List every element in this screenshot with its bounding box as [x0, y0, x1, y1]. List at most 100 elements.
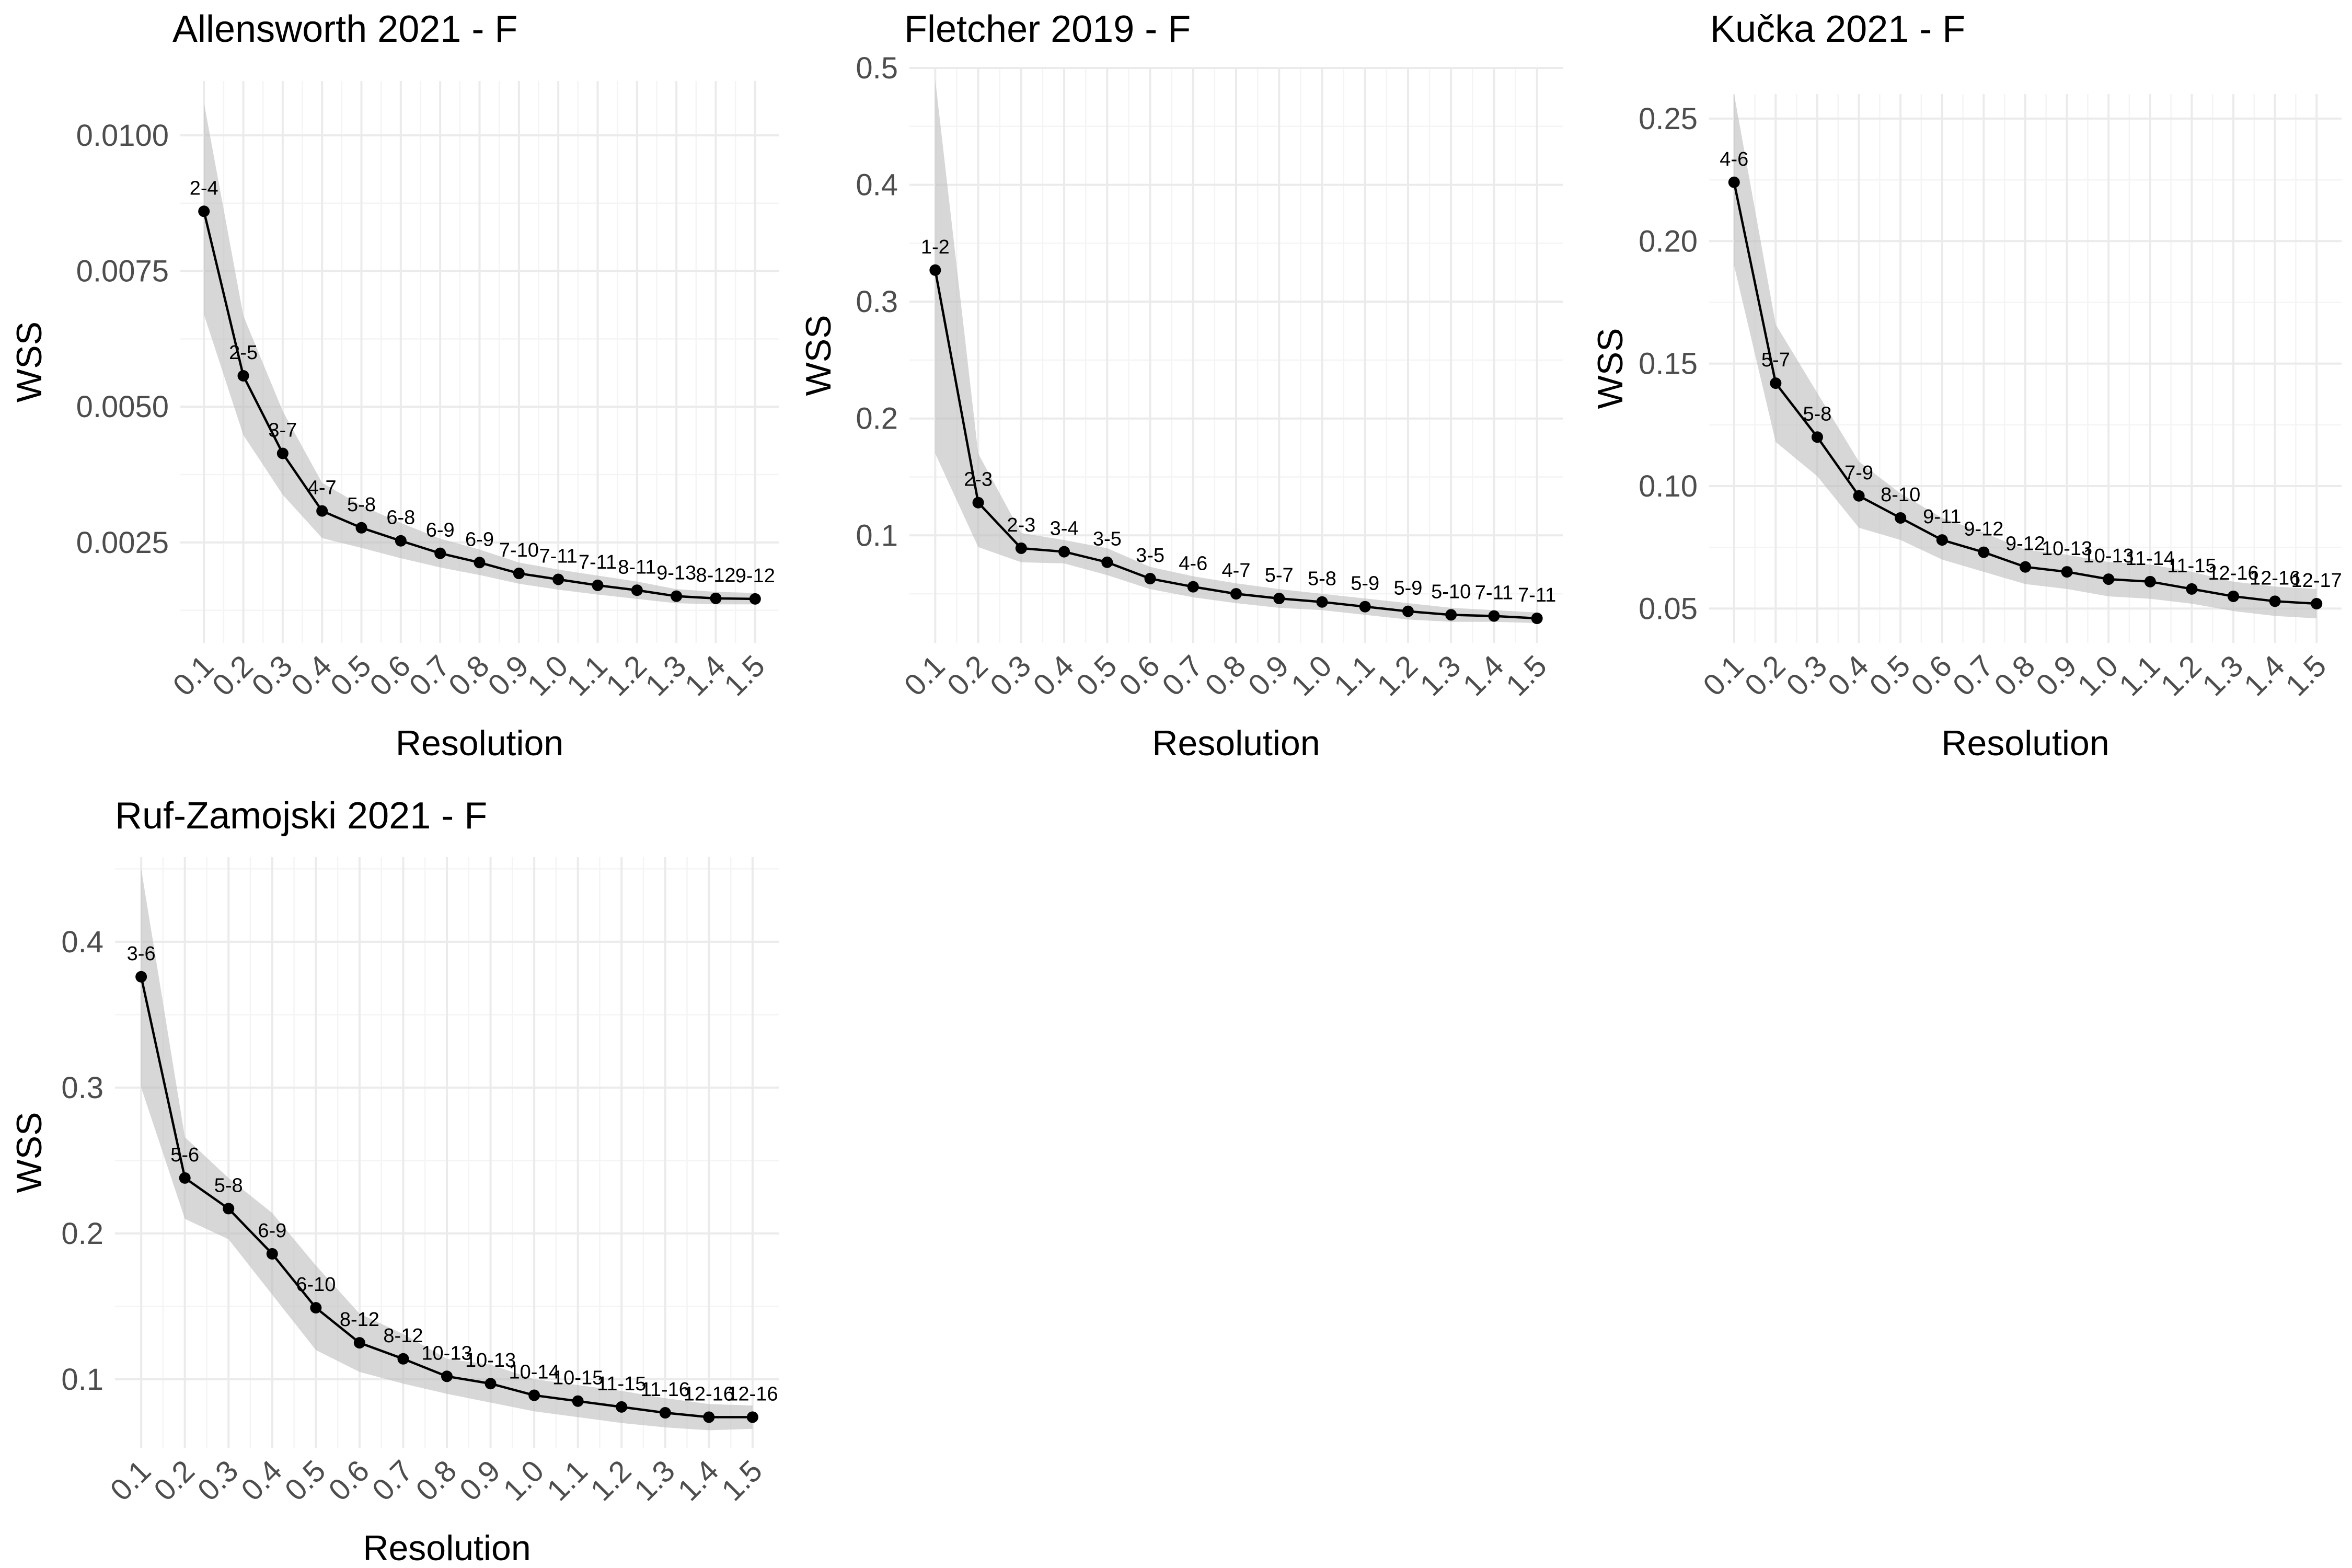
ribbon-band	[1734, 94, 2317, 619]
point-label: 3-7	[268, 420, 297, 442]
point-label: 7-11	[1518, 584, 1556, 606]
data-point	[441, 1370, 453, 1382]
y-tick-label: 0.0050	[76, 390, 169, 424]
x-tick-label: 0.2	[147, 1454, 201, 1507]
data-point	[1058, 546, 1070, 558]
point-label: 11-15	[597, 1373, 646, 1395]
data-point	[2311, 598, 2323, 609]
point-label: 12-16	[2208, 562, 2258, 584]
data-point	[223, 1203, 235, 1215]
x-tick-label: 0.1	[103, 1454, 157, 1507]
data-point	[1936, 534, 1948, 546]
y-tick-label: 0.4	[856, 168, 898, 202]
point-label: 4-7	[1222, 560, 1251, 582]
point-label: 10-14	[509, 1362, 560, 1383]
data-point	[749, 593, 761, 605]
y-tick-label: 0.15	[1639, 347, 1698, 381]
y-tick-label: 0.1	[61, 1363, 103, 1397]
point-label: 6-8	[386, 507, 415, 529]
data-point	[316, 505, 328, 517]
point-label: 11-14	[2126, 548, 2175, 570]
data-point	[310, 1302, 322, 1314]
point-label: 10-13	[421, 1342, 472, 1364]
x-axis-title: Resolution	[396, 723, 563, 763]
point-label: 5-7	[1265, 564, 1294, 586]
y-axis-title: WSS	[9, 321, 49, 402]
point-label: 11-16	[641, 1379, 690, 1401]
data-point	[237, 370, 249, 382]
point-label: 10-13	[465, 1350, 516, 1371]
point-label: 4-7	[308, 477, 337, 499]
x-tick-label: 1.3	[628, 1454, 682, 1507]
x-tick-label: 0.9	[453, 1454, 507, 1507]
data-point	[746, 1411, 758, 1423]
x-axis-title: Resolution	[1152, 723, 1320, 763]
y-axis-title: WSS	[799, 315, 838, 396]
point-label: 9-11	[1923, 506, 1961, 528]
point-label: 5-9	[1351, 573, 1379, 595]
x-tick-label: 1.1	[540, 1454, 594, 1507]
point-label: 7-10	[499, 539, 539, 561]
point-label: 7-9	[1844, 462, 1873, 484]
y-tick-label: 0.5	[856, 51, 898, 85]
point-label: 3-4	[1050, 518, 1079, 540]
data-point	[528, 1389, 540, 1401]
point-label: 1-2	[921, 236, 950, 258]
point-label: 2-4	[190, 177, 218, 199]
data-point	[434, 547, 446, 559]
panel-1: 2-42-53-74-75-86-86-9 6-9 7-10 7-11 7-11 8-11…	[9, 8, 779, 763]
point-label: 5-9	[1393, 578, 1422, 599]
data-point	[1811, 431, 1823, 443]
y-tick-label: 0.3	[856, 285, 898, 319]
data-point	[2269, 595, 2281, 607]
point-label: 8-12	[340, 1309, 379, 1331]
point-label: 11-15	[2167, 555, 2216, 577]
y-tick-label: 0.0025	[76, 526, 169, 560]
y-tick-label: 0.25	[1639, 102, 1698, 136]
point-label: 6-10	[296, 1274, 336, 1296]
point-label: 9-13	[656, 562, 696, 584]
data-point	[1488, 610, 1500, 622]
y-tick-label: 0.0075	[76, 255, 169, 289]
panel-title: Fletcher 2019 - F	[904, 8, 1191, 50]
data-point	[659, 1407, 671, 1419]
x-tick-label: 0.6	[322, 1454, 376, 1507]
point-label: 3-5	[1093, 528, 1122, 550]
data-point	[1445, 609, 1457, 621]
panel-title: Ruf-Zamojski 2021 - F	[115, 795, 487, 837]
point-label: 12-17	[2291, 570, 2342, 592]
y-tick-label: 0.05	[1639, 592, 1698, 626]
point-label: 10-13	[2083, 545, 2134, 567]
data-point	[710, 592, 722, 604]
x-axis-title: Resolution	[1941, 723, 2109, 763]
data-point	[179, 1172, 191, 1184]
data-point	[198, 205, 210, 217]
y-tick-label: 0.20	[1639, 224, 1698, 258]
x-tick-label: 1.5	[718, 649, 771, 702]
point-label: 5-8	[1803, 403, 1832, 425]
point-label: 12-16	[684, 1383, 734, 1405]
data-point	[1770, 377, 1782, 389]
data-point	[1402, 605, 1414, 617]
panel-4: 3-65-65-86-96-108-128-1210-1310-1310-141…	[9, 795, 779, 1568]
point-label: 5-7	[1761, 349, 1790, 371]
point-label: 5-8	[214, 1174, 243, 1196]
point-label: 5-8	[1308, 568, 1336, 590]
x-tick-label: 1.2	[584, 1454, 638, 1507]
data-point	[631, 584, 643, 596]
data-point	[2144, 575, 2156, 587]
point-label: 10-15	[552, 1367, 603, 1389]
x-tick-label: 1.5	[2279, 649, 2333, 702]
data-point	[1359, 601, 1371, 613]
data-point	[1015, 542, 1027, 554]
y-tick-label: 0.2	[856, 402, 898, 436]
y-axis-title: WSS	[9, 1112, 49, 1193]
point-label: 5-6	[170, 1144, 199, 1166]
data-point	[355, 522, 367, 534]
point-label: 6-9	[465, 528, 494, 550]
x-axis-title: Resolution	[363, 1528, 531, 1568]
data-point	[703, 1411, 715, 1423]
data-point	[1316, 596, 1328, 608]
x-tick-label: 1.5	[1500, 649, 1553, 702]
